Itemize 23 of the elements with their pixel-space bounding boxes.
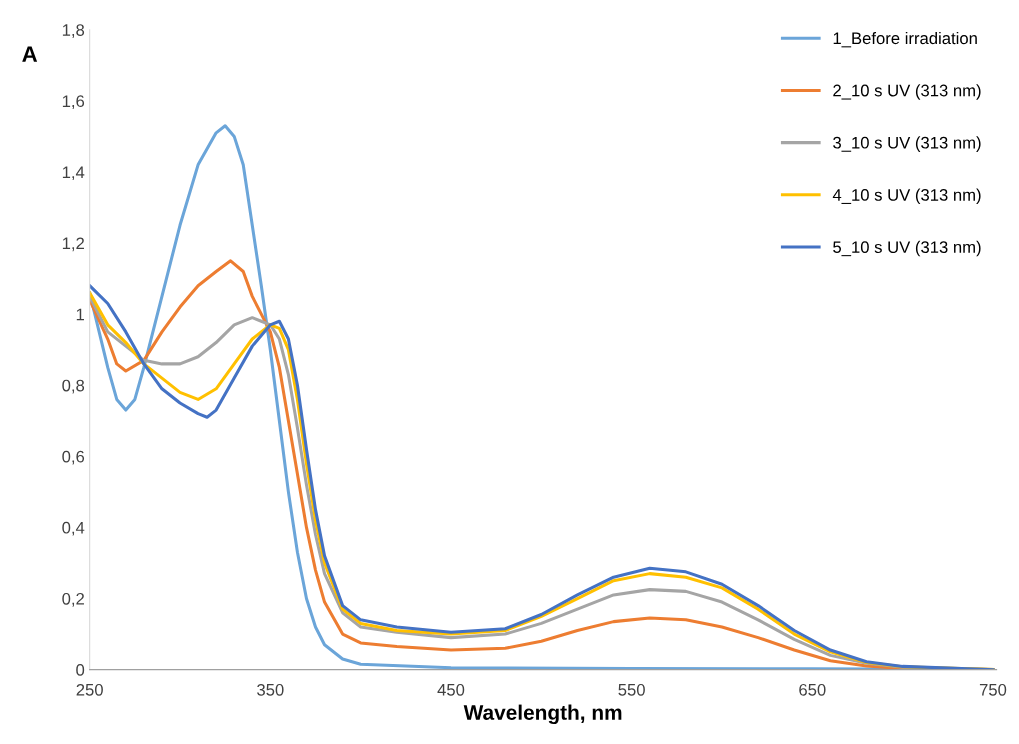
y-tick-label: 1,2	[62, 237, 84, 252]
legend-label: 3_10 s UV (313 nm)	[833, 136, 981, 152]
x-tick-label: 350	[257, 683, 284, 696]
x-tick-label: 250	[76, 683, 103, 696]
legend-label: 1_Before irradiation	[833, 31, 977, 48]
y-tick-label: 0	[76, 664, 85, 676]
x-tick-label: 450	[437, 683, 465, 696]
legend-label: 5_10 s UV (313 nm)	[833, 240, 981, 257]
y-tick-label: 0,4	[62, 521, 85, 536]
y-tick-label: 1,4	[62, 166, 85, 181]
x-tick-label: 750	[979, 683, 1007, 696]
legend-label: 4_10 s UV (313 nm)	[832, 188, 981, 205]
y-tick-label: 1,6	[62, 95, 85, 110]
y-tick-label: 0,6	[62, 450, 85, 465]
x-tick-label: 650	[799, 683, 826, 696]
y-tick-label: 1	[76, 308, 84, 321]
y-tick-label: 0,8	[62, 379, 85, 394]
y-tick-label: 1,8	[62, 24, 85, 38]
legend-label: 2_10 s UV (313 nm)	[833, 84, 981, 100]
y-tick-label: 0,2	[62, 592, 84, 607]
y-axis-title: A	[22, 46, 38, 62]
x-tick-label: 550	[618, 683, 645, 696]
x-axis-title: Wavelength, nm	[463, 704, 622, 725]
